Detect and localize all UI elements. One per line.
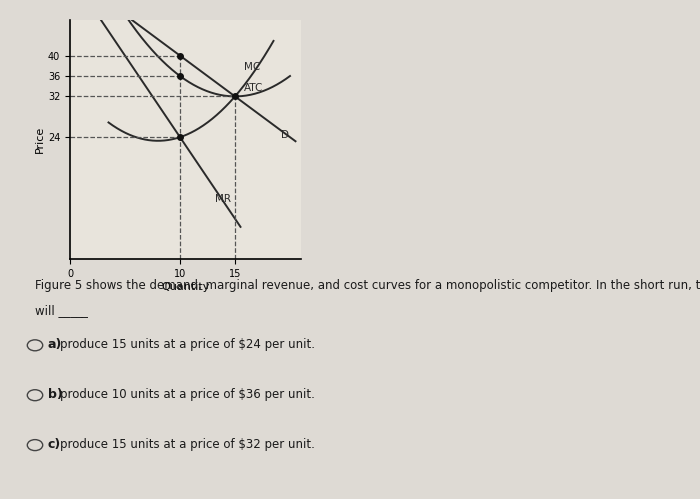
Text: MR: MR <box>215 194 231 204</box>
Text: produce 15 units at a price of $24 per unit.: produce 15 units at a price of $24 per u… <box>60 338 314 351</box>
Text: produce 15 units at a price of $32 per unit.: produce 15 units at a price of $32 per u… <box>60 438 314 451</box>
Y-axis label: Price: Price <box>35 126 45 153</box>
Text: will _____: will _____ <box>35 304 88 317</box>
Text: produce 10 units at a price of $36 per unit.: produce 10 units at a price of $36 per u… <box>60 388 314 401</box>
Text: D: D <box>281 130 289 140</box>
Text: b): b) <box>48 388 62 401</box>
Text: MC: MC <box>244 62 260 72</box>
Text: c): c) <box>48 438 61 451</box>
X-axis label: Quantity: Quantity <box>161 282 210 292</box>
Text: a): a) <box>48 338 62 351</box>
Text: Figure 5 shows the demand, marginal revenue, and cost curves for a monopolistic : Figure 5 shows the demand, marginal reve… <box>35 279 700 292</box>
Text: ATC: ATC <box>244 83 263 93</box>
